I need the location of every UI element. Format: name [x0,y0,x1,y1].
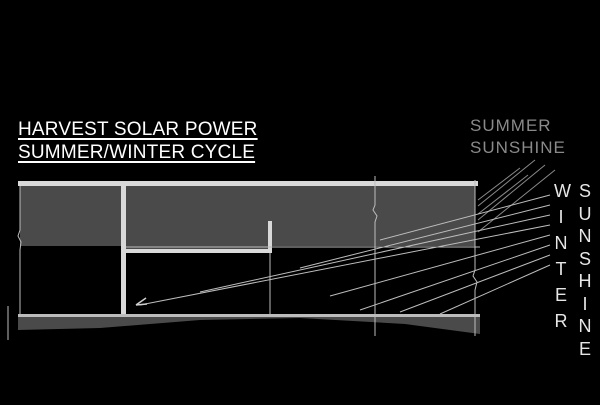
grid-line-left [17,186,22,314]
mezzanine-railing [268,221,272,251]
vertical-label-letter: E [578,338,591,359]
winter-ray [439,264,551,315]
summer-ray [477,167,521,201]
vertical-label-letter: S [578,181,591,201]
winter-ray [399,254,551,313]
summer-ray [477,169,556,233]
title-line-1: HARVEST SOLAR POWER [18,119,258,140]
vertical-label-letter: S [578,248,591,269]
summer-ray [477,174,529,215]
ground-slab [18,316,480,334]
summer-rays [477,159,556,233]
main-column [121,186,126,314]
vertical-label-letter: I [558,207,564,227]
roof-slab [18,181,478,186]
winter-ray [199,214,551,293]
winter-ray [139,224,551,306]
vertical-label-letter: N [578,316,592,336]
title-line-2: SUMMER/WINTER CYCLE [18,142,256,163]
winter-ray-arrowhead [135,297,148,306]
winter-ray [299,204,551,269]
winter-ray [329,234,551,297]
winter-ray [359,244,551,311]
vertical-label-letter: T [555,259,567,279]
vertical-label-letter: U [578,203,592,224]
vertical-label-letter: N [554,233,568,253]
vertical-label-letter: E [554,285,567,305]
vertical-label-letter: H [578,271,592,291]
summer-label-line-1: SUMMER [470,116,552,135]
grid-line-right [372,176,378,336]
vertical-label-letter: N [578,226,592,246]
upper-wall-band [20,186,475,246]
mezzanine-floor [126,249,272,253]
summer-label-line-2: SUNSHINE [470,138,566,157]
vertical-label-letter: W [554,181,571,201]
summer-ray [477,159,536,207]
floor-line [18,314,480,317]
winter-ray [379,194,551,241]
grid-lines [7,176,480,340]
vertical-label-letter: R [554,311,568,331]
winter-rays [139,194,551,315]
grid-line-edge [472,180,478,336]
vertical-label-letter: I [582,293,588,314]
